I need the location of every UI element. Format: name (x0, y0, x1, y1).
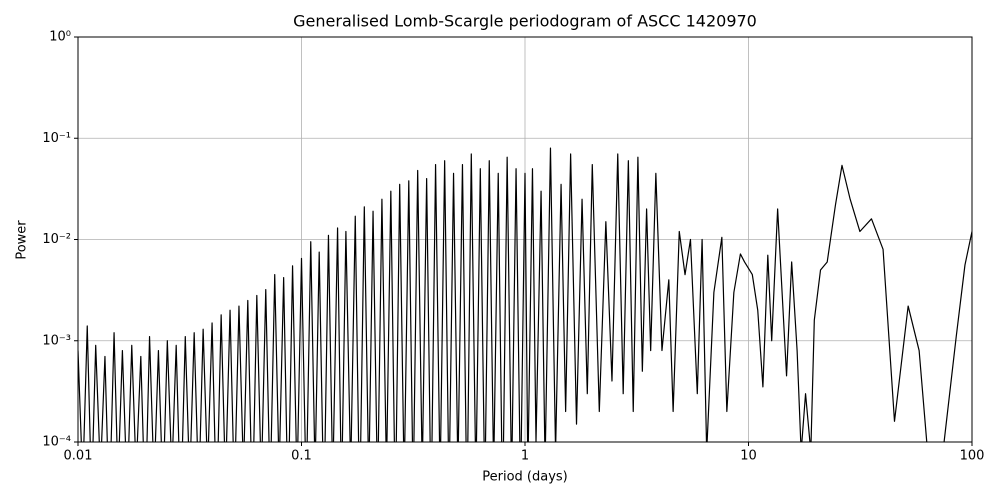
grid (77, 36, 973, 443)
ticks: 0.01 0.1 1 10 100 10⁻⁴ 10⁻³ 10⁻² 10⁻¹ 10⁰ (42, 30, 984, 464)
y-axis-label: Power (15, 220, 30, 260)
y-tick-label: 10⁻³ (42, 333, 71, 348)
x-tick-label: 0.1 (291, 449, 312, 464)
x-axis-label: Period (days) (482, 470, 568, 485)
y-tick-label: 10⁻² (42, 232, 71, 247)
x-tick-label: 1 (521, 449, 529, 464)
x-tick-label: 100 (960, 449, 985, 464)
periodogram-line (78, 147, 972, 442)
y-tick-label: 10⁻⁴ (42, 435, 71, 450)
plot-area (78, 147, 972, 442)
x-tick-label: 10 (740, 449, 757, 464)
y-tick-label: 10⁻¹ (42, 131, 71, 146)
x-tick-label: 0.01 (64, 449, 93, 464)
chart-title: Generalised Lomb-Scargle periodogram of … (293, 12, 757, 31)
y-tick-label: 10⁰ (49, 30, 71, 45)
